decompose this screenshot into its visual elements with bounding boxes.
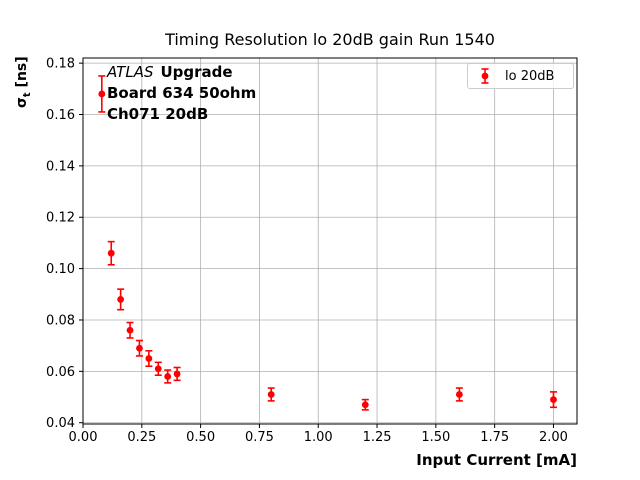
annotation-block: ATLAS Upgrade Board 634 50ohm Ch071 20dB <box>107 62 256 125</box>
y-tick-label: 0.08 <box>46 313 75 328</box>
y-tick-label: 0.18 <box>46 57 75 72</box>
x-tick-label: 1.50 <box>421 430 450 445</box>
series-lo-20dB <box>98 75 557 411</box>
x-tick-label: 0.25 <box>127 430 156 445</box>
chart-title: Timing Resolution lo 20dB gain Run 1540 <box>165 30 495 49</box>
x-tick-label: 2.00 <box>539 430 568 445</box>
x-tick-label: 1.25 <box>363 430 392 445</box>
y-tick-label: 0.04 <box>46 416 75 431</box>
axis-ticks: 0.00 0.25 0.50 0.75 1.00 1.25 1.50 1.75 2.00 0.04… <box>46 57 568 445</box>
legend-box: lo 20dB <box>467 63 574 89</box>
data-point <box>549 391 557 409</box>
y-axis-label-subscript: t <box>21 92 33 98</box>
x-tick-label: 0.75 <box>245 430 274 445</box>
data-point <box>126 321 134 339</box>
legend-label: lo 20dB <box>505 68 555 84</box>
data-point <box>154 361 162 377</box>
data-point <box>164 369 172 384</box>
annotation-atlas: ATLAS <box>107 63 154 81</box>
data-point <box>455 387 463 402</box>
legend-errorbar-icon <box>481 68 489 84</box>
x-tick-label: 1.75 <box>480 430 509 445</box>
x-tick-label: 1.00 <box>304 430 333 445</box>
data-point <box>361 398 369 411</box>
plot-border <box>82 57 578 425</box>
x-tick-label: 0.00 <box>69 430 98 445</box>
grid <box>82 58 577 424</box>
data-point <box>98 75 106 113</box>
y-axis-label-symbol: σ <box>14 97 30 108</box>
y-tick-label: 0.12 <box>46 211 75 226</box>
y-tick-label: 0.06 <box>46 365 75 380</box>
y-axis-label-units: [ns] <box>14 56 30 93</box>
data-point <box>117 288 125 311</box>
y-axis-label: σt [ns] <box>14 56 33 108</box>
data-point <box>107 240 115 266</box>
data-point <box>135 339 143 357</box>
data-point <box>267 387 275 402</box>
data-point <box>173 366 181 382</box>
x-tick-label: 0.50 <box>186 430 215 445</box>
x-axis-label: Input Current [mA] <box>416 451 577 469</box>
annotation-line-3: Ch071 20dB <box>107 105 209 123</box>
annotation-upgrade: Upgrade <box>160 63 233 81</box>
y-tick-label: 0.10 <box>46 262 75 277</box>
data-point <box>145 349 153 368</box>
y-tick-label: 0.14 <box>46 159 75 174</box>
annotation-line-1: ATLAS Upgrade <box>107 62 256 83</box>
y-tick-label: 0.16 <box>46 108 75 123</box>
annotation-line-2: Board 634 50ohm <box>107 84 257 102</box>
